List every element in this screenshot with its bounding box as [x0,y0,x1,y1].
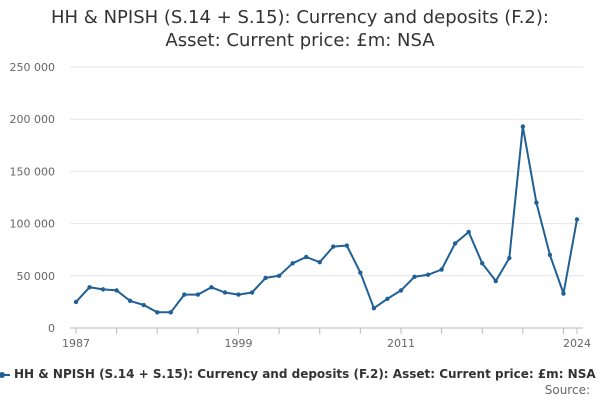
data-point[interactable] [141,302,146,308]
data-point[interactable] [412,274,417,280]
series-line[interactable] [75,125,578,314]
gridlines [70,66,583,277]
data-point[interactable] [114,288,119,293]
y-tick-label: 150 000 [10,165,56,178]
legend-marker-icon [0,372,5,378]
data-point[interactable] [547,252,553,258]
data-point[interactable] [168,310,173,315]
data-point[interactable] [87,285,92,290]
data-point[interactable] [480,261,485,266]
data-point[interactable] [561,291,566,296]
data-point[interactable] [209,285,214,290]
data-point[interactable] [493,278,498,284]
data-point[interactable] [520,124,526,129]
source-label: Source: [544,383,590,397]
data-point[interactable] [263,275,268,281]
data-point[interactable] [331,244,336,249]
x-tick-label: 2024 [563,337,591,350]
data-point[interactable] [452,241,458,246]
legend-line-swatch [0,374,10,376]
y-tick-label: 0 [48,322,55,335]
data-point[interactable] [303,254,309,260]
y-tick-label: 100 000 [10,218,56,231]
data-point[interactable] [385,296,390,301]
data-point[interactable] [317,260,322,265]
data-point[interactable] [276,273,282,278]
data-point[interactable] [466,229,471,235]
series-layer [73,124,580,315]
data-point[interactable] [439,267,444,272]
data-point[interactable] [344,243,350,248]
data-point[interactable] [425,272,431,277]
data-point[interactable] [398,288,404,293]
x-tick-label: 1999 [224,337,252,350]
chart-title-line-2: Asset: Current price: £m: NSA [165,30,435,51]
data-point[interactable] [574,217,580,222]
data-point[interactable] [290,261,295,266]
axes: 0 50 000 100 000 150 000 200 000 250 000 1987 1… [10,61,592,350]
data-point[interactable] [371,305,377,311]
data-point[interactable] [222,290,228,295]
data-point[interactable] [195,292,201,297]
data-point[interactable] [358,270,363,275]
legend[interactable]: HH & NPISH (S.14 + S.15): Currency and d… [0,367,600,383]
data-point[interactable] [100,287,106,292]
y-tick-label: 50 000 [17,270,56,283]
data-point[interactable] [507,255,512,261]
x-tick-label: 1987 [62,337,90,350]
data-point[interactable] [127,298,133,304]
chart-title: HH & NPISH (S.14 + S.15): Currency and d… [0,6,600,52]
data-point[interactable] [534,200,539,205]
legend-label: HH & NPISH (S.14 + S.15): Currency and d… [14,367,596,381]
chart-title-line-1: HH & NPISH (S.14 + S.15): Currency and d… [51,7,549,28]
y-tick-label: 200 000 [10,113,56,126]
data-point[interactable] [236,292,241,297]
data-point[interactable] [155,310,160,315]
data-point[interactable] [249,290,255,295]
x-tick-label: 2011 [387,337,415,350]
y-tick-label: 250 000 [10,61,56,74]
data-point[interactable] [73,299,79,305]
data-point[interactable] [182,292,187,297]
